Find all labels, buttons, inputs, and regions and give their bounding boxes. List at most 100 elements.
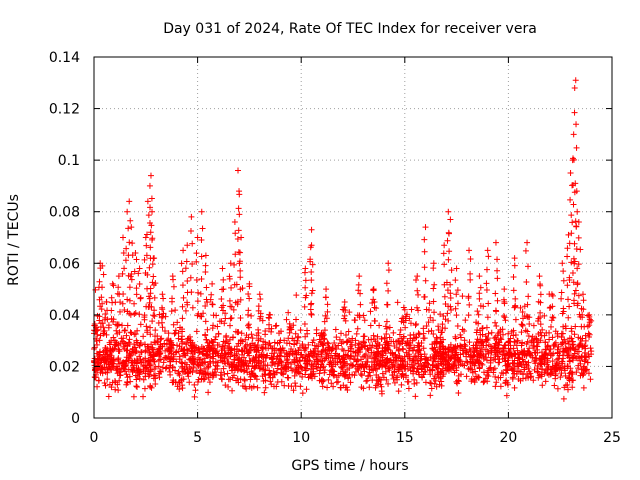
data-point	[360, 339, 367, 346]
data-point	[443, 279, 450, 286]
data-point	[237, 274, 244, 281]
data-point	[436, 381, 443, 388]
data-point	[396, 341, 403, 348]
data-point	[205, 389, 212, 396]
data-point	[499, 331, 506, 338]
data-point-peak	[308, 242, 315, 249]
data-point	[302, 360, 309, 367]
data-point	[160, 359, 167, 366]
data-point	[176, 372, 183, 379]
data-point	[491, 335, 498, 342]
data-point	[164, 337, 171, 344]
data-point	[130, 393, 137, 400]
data-point	[374, 350, 381, 357]
data-point	[442, 359, 449, 366]
data-point	[442, 325, 449, 332]
data-point	[134, 327, 141, 334]
data-point	[276, 352, 283, 359]
data-point	[193, 250, 200, 257]
data-point	[104, 316, 111, 323]
data-point	[228, 303, 235, 310]
data-point	[406, 339, 413, 346]
data-point	[173, 348, 180, 355]
data-point	[417, 362, 424, 369]
data-point	[379, 345, 386, 352]
data-point	[412, 393, 419, 400]
data-point	[535, 369, 542, 376]
data-point	[200, 370, 207, 377]
data-point	[180, 294, 187, 301]
data-point	[370, 286, 377, 293]
data-point	[421, 248, 428, 255]
data-point	[543, 346, 550, 353]
data-point	[438, 329, 445, 336]
data-point	[220, 307, 227, 314]
data-point	[456, 344, 463, 351]
data-point	[371, 336, 378, 343]
data-point	[213, 371, 220, 378]
data-point	[144, 271, 151, 278]
data-point	[261, 389, 268, 396]
data-point-peak	[231, 219, 238, 226]
data-point	[349, 335, 356, 342]
data-point	[568, 325, 575, 332]
data-point	[152, 333, 159, 340]
data-point	[495, 374, 502, 381]
data-point	[507, 335, 514, 342]
data-point	[471, 349, 478, 356]
data-point	[152, 327, 159, 334]
data-point	[229, 387, 236, 394]
data-point	[468, 375, 475, 382]
data-point	[342, 332, 349, 339]
data-point	[226, 336, 233, 343]
data-point	[406, 351, 413, 358]
data-point	[229, 367, 236, 374]
data-point	[549, 358, 556, 365]
data-point	[410, 334, 417, 341]
data-point	[333, 352, 340, 359]
data-point-peak	[124, 208, 131, 215]
data-point	[248, 384, 255, 391]
data-point	[156, 350, 163, 357]
data-point	[447, 303, 454, 310]
data-point	[341, 312, 348, 319]
data-point	[378, 336, 385, 343]
data-point	[427, 392, 434, 399]
data-point	[443, 367, 450, 374]
data-point	[566, 370, 573, 377]
data-point	[571, 290, 578, 297]
data-point	[357, 290, 364, 297]
data-point	[241, 377, 248, 384]
data-point	[492, 373, 499, 380]
data-point	[246, 283, 253, 290]
data-point	[547, 304, 554, 311]
data-point	[309, 261, 316, 268]
data-point	[403, 372, 410, 379]
data-point	[191, 381, 198, 388]
data-point	[147, 244, 154, 251]
data-point	[394, 299, 401, 306]
y-tick-label: 0.04	[49, 308, 80, 324]
data-point	[289, 367, 296, 374]
data-point	[170, 276, 177, 283]
data-point	[342, 351, 349, 358]
data-point	[304, 327, 311, 334]
data-point	[212, 362, 219, 369]
data-point	[505, 330, 512, 337]
data-point	[358, 384, 365, 391]
x-tick-label: 20	[499, 430, 517, 446]
data-point	[463, 353, 470, 360]
data-point	[537, 321, 544, 328]
data-point	[370, 296, 377, 303]
data-point	[572, 346, 579, 353]
data-point	[391, 379, 398, 386]
data-point	[193, 328, 200, 335]
data-point	[564, 352, 571, 359]
data-point	[249, 358, 256, 365]
data-point	[168, 339, 175, 346]
data-point	[573, 144, 580, 151]
data-point	[143, 231, 150, 238]
data-point	[424, 360, 431, 367]
data-point	[308, 361, 315, 368]
data-point	[138, 348, 145, 355]
